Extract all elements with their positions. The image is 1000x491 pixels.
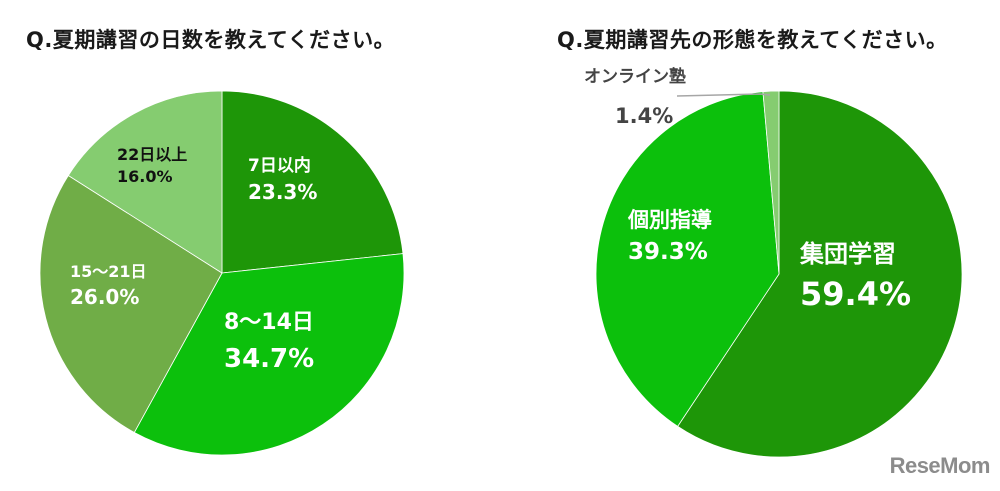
- pie-chart-days: [39, 90, 405, 456]
- slice-name: 15〜21日: [70, 262, 147, 281]
- pie-slice: [221, 90, 404, 274]
- pie-slice: [67, 90, 223, 274]
- leader-line: [676, 93, 771, 97]
- slice-value: 59.4%: [800, 274, 912, 313]
- slice-label-7days: 7日以内 23.3%: [248, 156, 317, 204]
- slice-value-online: 1.4%: [615, 104, 673, 129]
- chart-title-days: Q.夏期講習の日数を教えてください。: [26, 28, 396, 52]
- slice-label-8-14days: 8〜14日 34.7%: [224, 310, 314, 376]
- slice-name: 個別指導: [628, 208, 712, 232]
- slice-name: 22日以上: [117, 145, 188, 164]
- slice-label-online: オンライン塾: [584, 67, 686, 87]
- pie-slice: [595, 91, 780, 427]
- slice-name: 7日以内: [248, 156, 311, 176]
- pie-chart-format: [595, 90, 963, 458]
- pie-slice: [133, 253, 405, 456]
- slice-value: 16.0%: [117, 167, 173, 187]
- slice-value: 23.3%: [248, 180, 318, 205]
- slice-value: 39.3%: [628, 239, 708, 266]
- slice-label-individual: 個別指導 39.3%: [628, 208, 712, 267]
- resemom-logo: ReseMom: [889, 453, 991, 478]
- slice-value: 1.4%: [615, 104, 674, 128]
- slice-value: 26.0%: [70, 285, 140, 310]
- chart-title-format: Q.夏期講習先の形態を教えてください。: [557, 28, 948, 52]
- slice-name: 集団学習: [800, 240, 896, 268]
- pie-slice: [762, 90, 780, 275]
- slice-name: 8〜14日: [224, 310, 314, 335]
- slice-label-15-21days: 15〜21日 26.0%: [70, 262, 147, 309]
- pie-slice: [39, 174, 223, 434]
- slice-value: 34.7%: [224, 344, 315, 375]
- slice-label-group: 集団学習 59.4%: [800, 240, 911, 313]
- slice-name: オンライン塾: [584, 67, 686, 87]
- pie-slice: [677, 90, 963, 458]
- slice-label-22days: 22日以上 16.0%: [117, 145, 187, 186]
